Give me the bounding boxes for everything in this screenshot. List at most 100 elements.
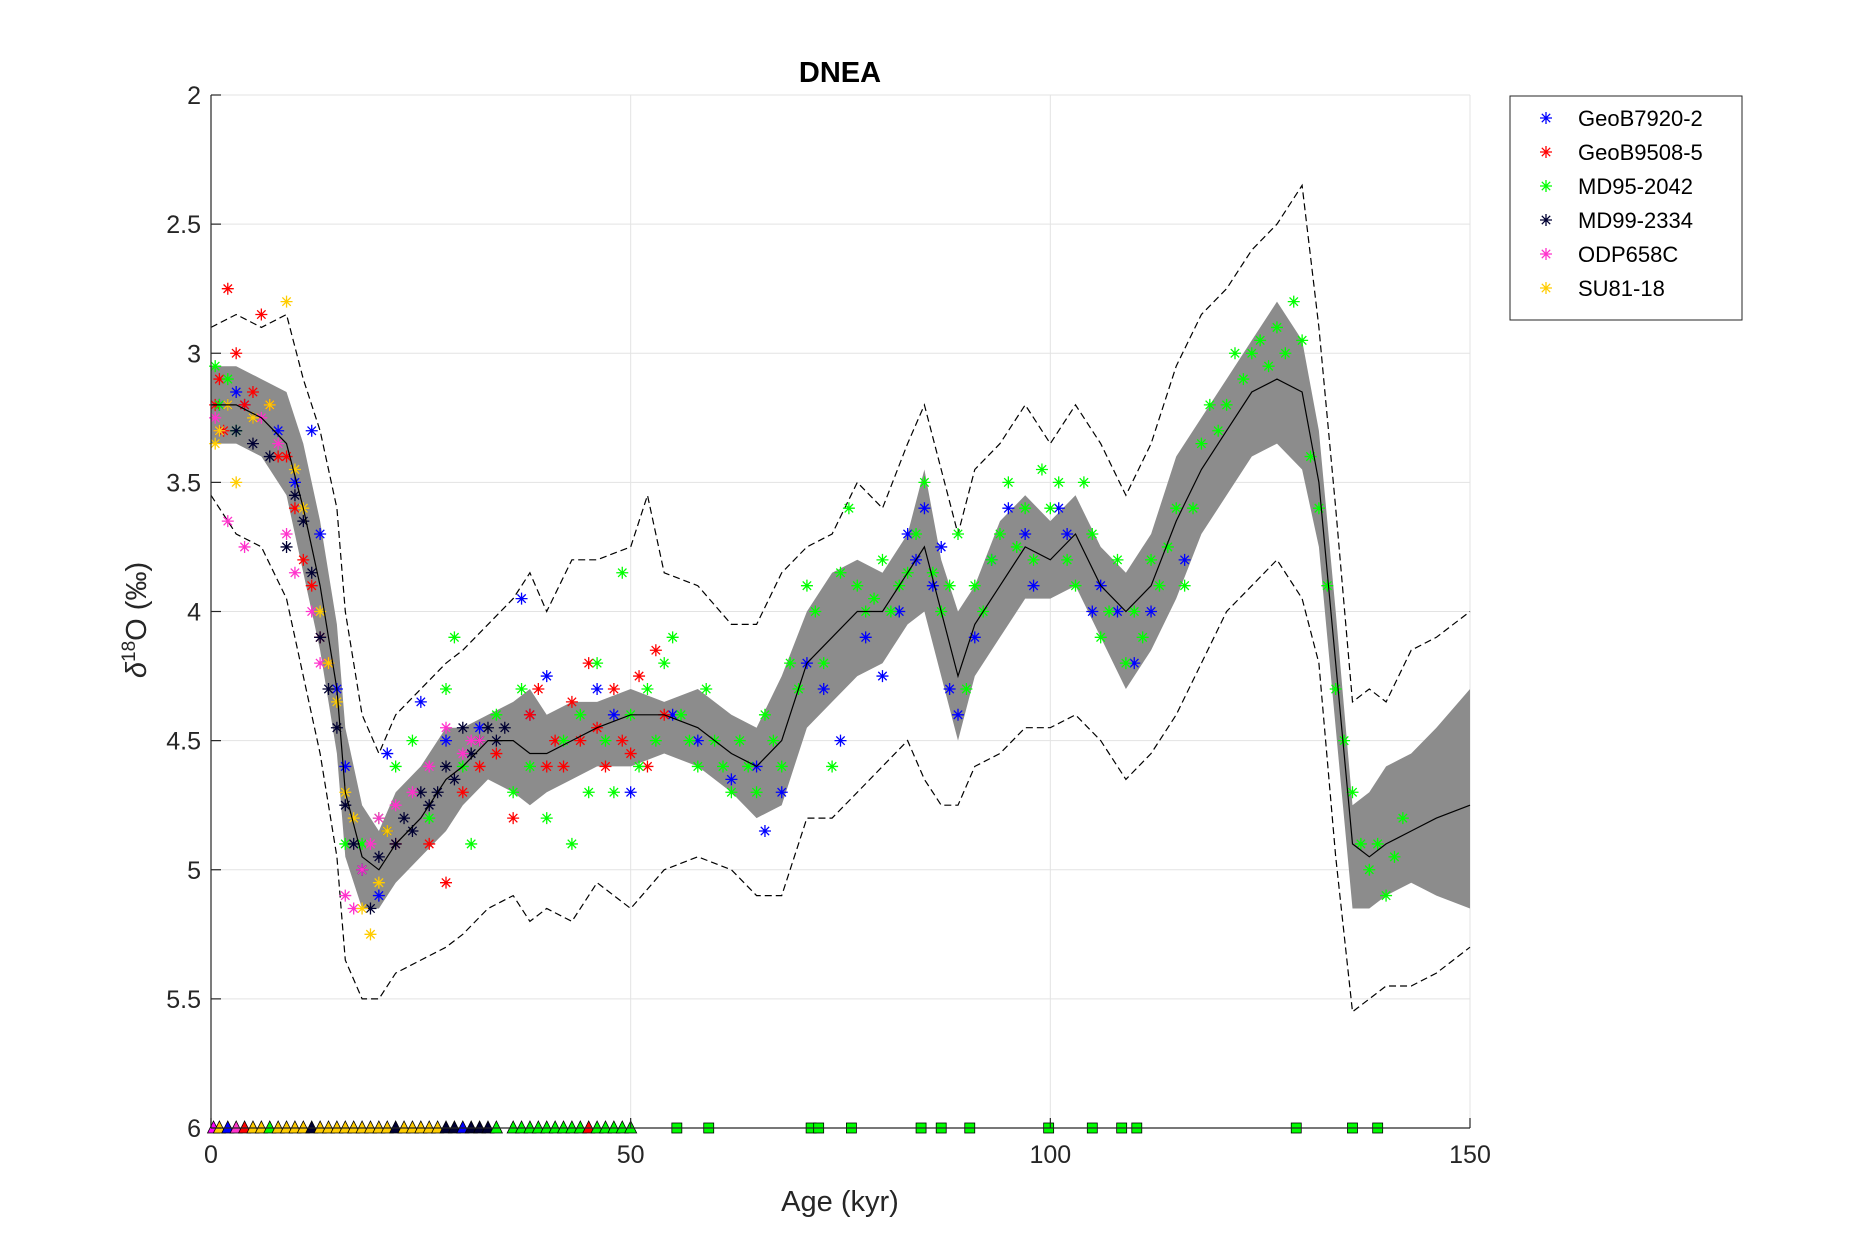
data-point [1237, 373, 1250, 386]
data-point [716, 760, 729, 773]
data-point [1010, 540, 1023, 553]
data-point [523, 760, 536, 773]
data-point [372, 812, 385, 825]
data-point [465, 837, 478, 850]
data-point [246, 411, 259, 424]
data-point [440, 760, 453, 773]
data-point [440, 734, 453, 747]
age-control-triangle [330, 1120, 344, 1134]
data-point [1187, 502, 1200, 515]
data-point [565, 695, 578, 708]
data-point [515, 592, 528, 605]
data-point [347, 902, 360, 915]
data-point [507, 812, 520, 825]
data-point [1279, 347, 1292, 360]
data-point [700, 682, 713, 695]
data-point [230, 476, 243, 489]
data-point [633, 670, 646, 683]
data-point [549, 734, 562, 747]
data-point [624, 786, 637, 799]
age-control-triangle [481, 1120, 495, 1134]
data-point [1019, 528, 1032, 541]
series-MD95-2042 [209, 295, 1409, 902]
x-axis-label: Age (kyr) [781, 1186, 899, 1218]
data-point [330, 721, 343, 734]
data-point [1329, 682, 1342, 695]
age-control-triangle [456, 1120, 470, 1134]
age-control-triangle [439, 1120, 453, 1134]
data-point [834, 566, 847, 579]
data-point [1220, 398, 1233, 411]
y-tick-label: 3 [187, 340, 201, 368]
data-point [859, 631, 872, 644]
data-point [1396, 812, 1409, 825]
data-point [582, 786, 595, 799]
age-control-triangle [615, 1120, 629, 1134]
data-point [280, 540, 293, 553]
y-axis-label: δ18O (‰) [119, 562, 153, 678]
age-control-triangle [430, 1120, 445, 1134]
legend-item: ODP658C [1540, 242, 1678, 267]
data-point [1296, 334, 1309, 347]
data-point [398, 812, 411, 825]
data-point [641, 760, 654, 773]
data-point [272, 424, 285, 437]
data-point [372, 889, 385, 902]
data-point [725, 786, 738, 799]
data-point [574, 708, 587, 721]
y-axis-label-superscript: 18 [119, 641, 140, 662]
data-point [725, 773, 738, 786]
data-point [540, 670, 553, 683]
data-point [842, 502, 855, 515]
data-point [305, 579, 318, 592]
data-point [364, 902, 377, 915]
data-point [784, 657, 797, 670]
age-control-triangle [489, 1120, 504, 1134]
y-axis-label-unit: O (‰) [121, 562, 153, 641]
data-point [675, 708, 688, 721]
data-point [960, 682, 973, 695]
x-tick-label: 50 [617, 1141, 645, 1169]
y-tick-label: 5.5 [166, 986, 201, 1014]
data-point [389, 760, 402, 773]
data-point [607, 708, 620, 721]
data-point [339, 760, 352, 773]
data-point [574, 734, 587, 747]
data-point [1128, 657, 1141, 670]
median-line [211, 378, 1471, 871]
data-point [230, 385, 243, 398]
x-tick-label: 100 [1029, 1141, 1071, 1169]
age-control-triangle [221, 1120, 235, 1134]
data-point [221, 282, 234, 295]
data-point [263, 450, 276, 463]
data-point [968, 579, 981, 592]
data-point [952, 528, 965, 541]
data-point [213, 424, 226, 437]
age-control-triangle [279, 1120, 294, 1134]
data-point [209, 411, 222, 424]
age-control-triangle [237, 1120, 252, 1134]
chart-title: DNEA [799, 57, 881, 89]
plot-area: 0 50 100 150 2 2.5 3 3.5 4 4.5 5 5.5 6 [166, 82, 1491, 1169]
data-point [255, 308, 268, 321]
data-point [448, 773, 461, 786]
data-point [1077, 476, 1090, 489]
data-point [297, 515, 310, 528]
data-point [490, 708, 503, 721]
age-control-triangle [321, 1120, 336, 1134]
data-point [1035, 463, 1048, 476]
legend: GeoB7920-2 GeoB9508-5 MD95-2042 MD99-2334 OD… [1509, 95, 1743, 321]
age-control-triangle [405, 1120, 420, 1134]
data-point [1145, 553, 1158, 566]
data-point [1270, 321, 1283, 334]
data-point [322, 682, 335, 695]
y-tick-label: 4.5 [166, 728, 201, 756]
data-point [1354, 837, 1367, 850]
dashed-lower-line [210, 494, 1471, 1013]
data-point [364, 928, 377, 941]
data-point [926, 566, 939, 579]
age-control-triangle [288, 1120, 302, 1134]
data-point [381, 825, 394, 838]
data-point [1052, 502, 1065, 515]
legend-item: GeoB7920-2 [1540, 106, 1703, 131]
